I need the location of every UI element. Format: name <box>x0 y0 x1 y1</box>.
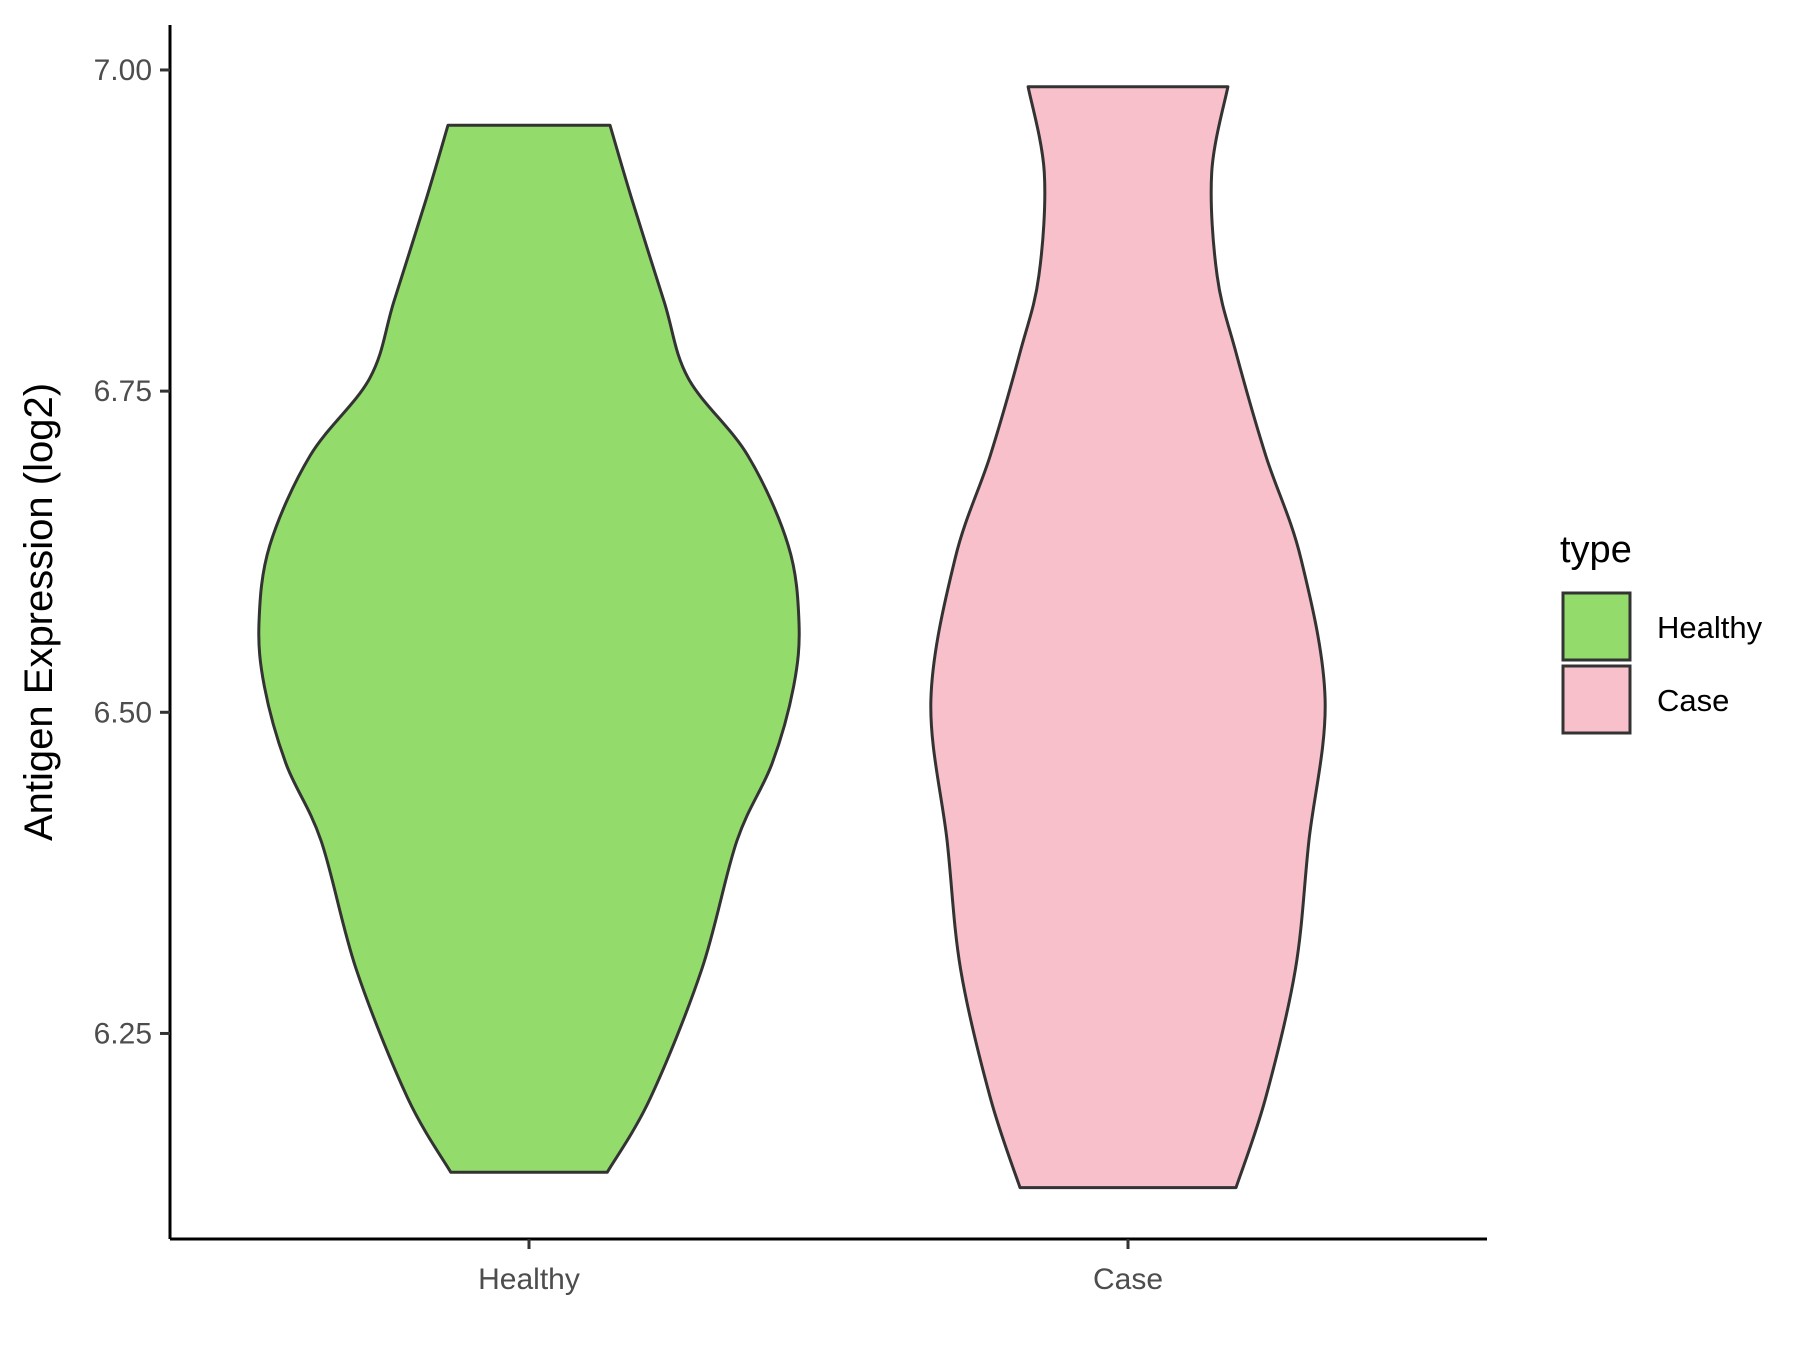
x-axis-ticks: Healthy Case <box>478 1239 1163 1296</box>
y-tick-label: 6.50 <box>94 696 152 729</box>
legend-label-healthy: Healthy <box>1657 610 1763 645</box>
legend-items: Healthy Case <box>1561 591 1763 735</box>
y-axis-ticks: 6.25 6.50 6.75 7.00 <box>94 54 170 1050</box>
violin-case <box>929 85 1327 1190</box>
violin-layer <box>257 85 1327 1190</box>
y-axis-title: Antigen Expression (log2) <box>17 383 61 841</box>
violin-healthy <box>257 123 801 1174</box>
y-tick-label: 6.25 <box>94 1017 152 1050</box>
legend-key-healthy <box>1561 591 1632 662</box>
y-tick-label: 7.00 <box>94 54 152 87</box>
legend: type Healthy Case <box>1560 529 1763 735</box>
legend-title: type <box>1560 529 1632 571</box>
legend-key-case <box>1561 664 1632 735</box>
x-tick-label: Case <box>1093 1263 1163 1296</box>
axes: 6.25 6.50 6.75 7.00 Healthy Case Antigen Exp… <box>17 25 1487 1296</box>
y-tick-label: 6.75 <box>94 375 152 408</box>
legend-label-case: Case <box>1657 683 1729 718</box>
x-tick-label: Healthy <box>478 1263 580 1296</box>
